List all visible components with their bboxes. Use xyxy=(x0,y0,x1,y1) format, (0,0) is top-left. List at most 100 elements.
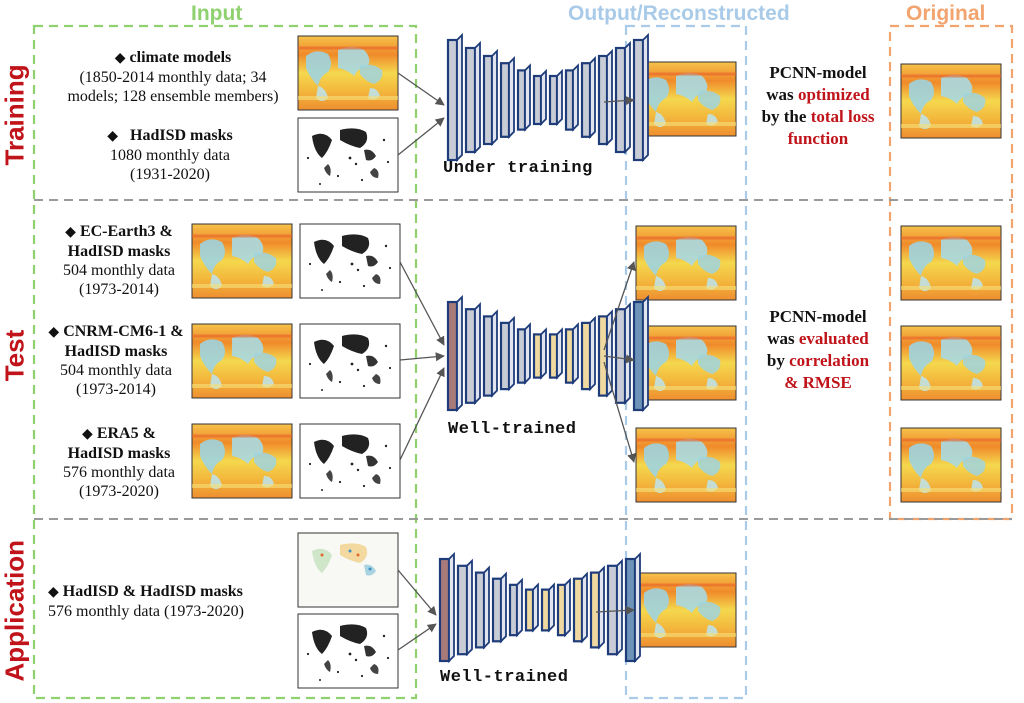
ec-earth3-masks: HadISD masks xyxy=(67,243,171,260)
application-block: ◆ HadISD & HadISD masks 576 monthly data … xyxy=(48,582,288,621)
training-net-layer-depth-9 xyxy=(589,56,596,139)
test-net-layer-8 xyxy=(564,328,575,384)
application-net-layer-depth-7 xyxy=(548,582,555,633)
hadisd-mask-map-training xyxy=(297,117,399,193)
training-net-layer-depth-7 xyxy=(556,68,563,127)
training-net-layer-depth-6 xyxy=(540,68,547,127)
arrow-climate-to-net xyxy=(397,72,445,106)
training-net-layer-8 xyxy=(564,69,575,131)
test-net-layer-2 xyxy=(464,308,477,404)
training-net-layer-depth-2 xyxy=(474,40,481,155)
test-net-layer-depth-12 xyxy=(642,294,649,413)
training-note-was: was xyxy=(766,85,798,104)
training-net-layer-depth-4 xyxy=(508,56,515,139)
climate-models-range: (1850-2014 monthly data; 34 xyxy=(79,69,267,86)
test-original-map-1 xyxy=(899,224,1003,302)
application-net-layer-6 xyxy=(524,588,535,632)
row-label-training: Training xyxy=(0,64,30,166)
application-net-layer-depth-6 xyxy=(532,582,539,633)
ec-earth3-mask xyxy=(299,223,401,299)
test-net-layer-depth-7 xyxy=(556,327,563,380)
ec-earth3-count: 504 monthly data xyxy=(63,262,175,279)
hadisd-station-map xyxy=(297,532,399,608)
arrow-net-to-test-output-2 xyxy=(603,354,635,364)
training-net-layer-4 xyxy=(499,62,511,138)
training-note-optimized: optimized xyxy=(797,85,870,104)
test-era5-block: ◆ ERA5 & HadISD masks 576 monthly data (1… xyxy=(44,424,194,501)
application-net-layer-depth-8 xyxy=(564,577,571,638)
training-net-layer-9 xyxy=(580,62,592,138)
application-net-layer-depth-10 xyxy=(598,565,605,650)
application-title: HadISD & HadISD masks xyxy=(62,583,243,600)
test-net-layer-7 xyxy=(548,333,559,379)
test-net-layer-depth-6 xyxy=(540,327,547,380)
test-net-layer-depth-4 xyxy=(508,315,515,392)
diamond-bullet-icon: ◆ xyxy=(48,585,59,600)
network-state-training: Under training xyxy=(443,159,593,178)
ec-earth3-title: EC-Earth3 & xyxy=(79,223,173,240)
application-net-layer-depth-4 xyxy=(500,571,507,644)
training-net-layer-depth-11 xyxy=(624,40,631,155)
application-net-layer-10 xyxy=(589,571,601,649)
training-net-layer-depth-3 xyxy=(491,48,498,147)
climate-model-map xyxy=(296,34,400,112)
test-note-was: was xyxy=(767,329,799,348)
test-net-layer-depth-5 xyxy=(524,322,531,385)
training-net-layer-7 xyxy=(548,74,559,126)
training-net-layer-10 xyxy=(597,54,609,146)
diamond-bullet-icon: ◆ xyxy=(114,51,126,66)
arrow-mask-to-net xyxy=(397,117,445,156)
climate-models-members: models; 128 ensemble members) xyxy=(67,88,279,105)
test-note-by: by xyxy=(766,351,790,370)
arrow-ec-to-net xyxy=(399,261,445,346)
cnrm-mask xyxy=(299,323,401,399)
training-net-layer-5 xyxy=(516,69,527,131)
original-column-title: Original xyxy=(906,2,986,25)
application-net-layer-depth-1 xyxy=(448,551,455,664)
application-net-layer-7 xyxy=(540,588,551,632)
test-net-layer-depth-9 xyxy=(589,315,596,392)
training-note: PCNN-model was optimized by the total lo… xyxy=(748,62,888,150)
training-net-layer-depth-12 xyxy=(642,32,649,163)
test-net-layer-4 xyxy=(499,321,511,391)
application-net-layer-11 xyxy=(606,564,619,656)
era5-count: 576 monthly data xyxy=(63,464,175,481)
row-label-application: Application xyxy=(0,539,30,682)
application-net-layer-5 xyxy=(508,583,519,637)
hadisd-masks-title: HadISD masks xyxy=(130,127,233,144)
cnrm-title: CNRM-CM6-1 & xyxy=(63,323,184,340)
test-net-layer-depth-10 xyxy=(606,309,613,398)
test-output-map-3 xyxy=(634,426,738,504)
arrow-net-to-training-output xyxy=(603,96,635,106)
training-net-layer-depth-1 xyxy=(456,32,463,163)
test-note: PCNN-model was evaluated by correlation … xyxy=(748,306,888,394)
training-net-layer-3 xyxy=(482,54,494,146)
training-note-by-the: by the xyxy=(761,107,811,126)
test-net-layer-3 xyxy=(482,315,494,397)
arrow-net-to-test-output-3 xyxy=(603,361,637,463)
test-net-layer-6 xyxy=(532,333,543,379)
training-net-layer-2 xyxy=(464,46,477,154)
arrow-appmask-to-net xyxy=(397,623,437,651)
training-net-layer-depth-5 xyxy=(524,63,531,132)
test-net-layer-depth-2 xyxy=(474,302,481,405)
training-mask-block: ◆ HadISD masks 1080 monthly data (1931-2… xyxy=(60,126,280,184)
hadisd-masks-count: 1080 monthly data xyxy=(110,147,230,164)
cnrm-count: 504 monthly data xyxy=(60,362,172,379)
row-label-test: Test xyxy=(0,329,30,382)
test-cnrm-block: ◆ CNRM-CM6-1 & HadISD masks 504 monthly d… xyxy=(36,322,196,399)
hadisd-mask-map-application xyxy=(297,613,399,689)
test-net-layer-depth-11 xyxy=(624,302,631,405)
test-original-map-2 xyxy=(899,324,1003,402)
diamond-bullet-icon: ◆ xyxy=(48,325,60,340)
diamond-bullet-icon: ◆ xyxy=(107,129,119,144)
era5-mask xyxy=(299,423,401,499)
test-net-layer-12 xyxy=(632,300,645,412)
test-net-layer-5 xyxy=(516,328,527,384)
flow-arrows xyxy=(397,72,637,651)
test-original-map-3 xyxy=(899,426,1003,504)
application-net-layer-2 xyxy=(456,564,469,656)
training-net-layer-6 xyxy=(532,74,543,126)
application-net-layer-depth-3 xyxy=(483,565,490,650)
